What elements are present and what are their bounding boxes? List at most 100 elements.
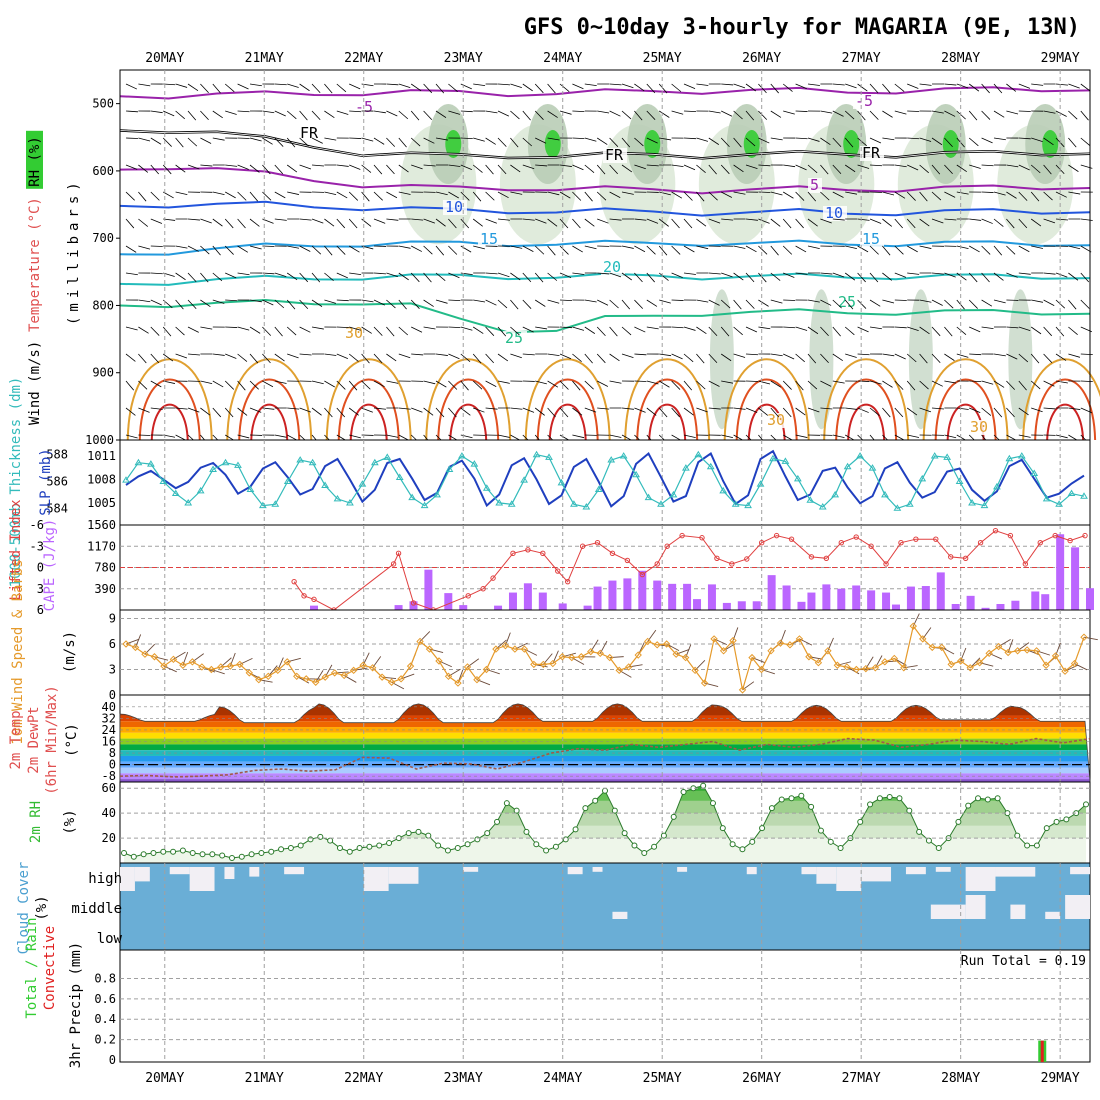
wind-barb <box>212 245 221 256</box>
wind-barb <box>485 110 498 114</box>
isotherm-40 <box>1046 403 1085 441</box>
wind-barb <box>187 407 200 413</box>
rh-point <box>562 836 569 843</box>
wind-barb <box>944 434 957 439</box>
wind-barb <box>919 137 932 142</box>
temp-tick: 16 <box>102 735 116 749</box>
wind-barb <box>497 353 509 362</box>
wind-barb <box>894 380 904 390</box>
wind-barb <box>361 326 372 334</box>
wind-barb <box>324 137 337 141</box>
wind10-marker <box>681 653 690 662</box>
wind-barb <box>1080 353 1093 356</box>
wind-barb <box>299 218 312 221</box>
temp-band <box>120 727 1090 733</box>
wind-barb <box>225 299 238 302</box>
wind-barb <box>175 299 184 310</box>
wind-barb <box>274 164 284 175</box>
isotherm-line <box>119 167 1091 195</box>
isotherm-line <box>119 200 1091 217</box>
wind-barb <box>237 191 247 201</box>
wind-barb <box>745 110 755 121</box>
wind10-tick: 0 <box>109 688 116 702</box>
wind10-marker <box>463 663 472 671</box>
wind-barb <box>733 83 746 89</box>
wind-barb <box>733 191 746 195</box>
cape-bar <box>966 595 975 610</box>
bottom-date-labels: 20MAY 21MAY 22MAY 23MAY 24MAY 25MAY 26MAY 27MAY… <box>145 1071 1080 1086</box>
wind-barb <box>1006 353 1018 360</box>
thickness-marker <box>769 454 777 462</box>
thickness-marker <box>955 477 964 484</box>
contour-label-bg <box>968 420 992 435</box>
wind10-marker <box>501 641 510 650</box>
rh-point <box>749 838 756 845</box>
wind-barb <box>386 110 398 117</box>
wind10-marker <box>293 672 301 681</box>
wind-barb <box>1055 272 1068 278</box>
wind-barb <box>845 191 858 195</box>
wind-barb <box>708 191 718 201</box>
rh-point <box>209 851 216 858</box>
rh-point <box>739 846 746 853</box>
wind-barb <box>981 110 991 120</box>
wind-barb <box>448 164 461 167</box>
wind-barb <box>324 353 337 356</box>
wind-barb <box>1068 110 1078 120</box>
wind-barb <box>968 137 979 147</box>
wind-barb <box>423 137 435 144</box>
wind-barb <box>423 299 434 307</box>
wind-barb <box>138 83 151 87</box>
wind-barb <box>311 299 323 307</box>
wind-barb <box>708 407 721 410</box>
wind-barb <box>634 110 643 121</box>
wind-barb <box>237 164 249 170</box>
precip-legend-conv-text: Convective <box>42 926 58 1010</box>
wind-barb <box>733 110 743 120</box>
high-cloud-gap <box>836 867 862 891</box>
wind-barb <box>832 299 842 309</box>
wind-barb <box>311 137 323 144</box>
wind-barb <box>882 245 891 256</box>
wind-barb <box>597 272 610 275</box>
wind-barb <box>857 299 867 309</box>
wind10-marker <box>349 666 358 675</box>
wind-barb <box>274 137 284 147</box>
wind-barb <box>125 218 135 229</box>
rh-ylabel: 2m RH <box>28 801 44 843</box>
wind-barb <box>349 164 361 170</box>
wind-barb <box>869 326 882 330</box>
contour-label-bg <box>823 206 847 221</box>
cloud-level-label: middle <box>71 901 122 917</box>
wind-barb <box>274 272 287 277</box>
wind-barb <box>708 272 721 275</box>
wind-barb <box>448 83 458 93</box>
temp-ylabel-text: 2m Temp <box>8 710 24 769</box>
wind10-marker <box>141 650 149 658</box>
wind-barb <box>224 407 234 418</box>
wind-barb <box>745 272 755 283</box>
rh-point <box>160 848 167 855</box>
wind-barb <box>969 218 982 221</box>
wind-barb <box>138 326 149 334</box>
wind10-marker <box>217 663 225 671</box>
wind-barb <box>274 353 285 362</box>
rh-unit-text: (%) <box>62 809 78 834</box>
isotherm-35 <box>735 378 798 441</box>
wind-barb <box>770 299 783 304</box>
wind10-marker <box>530 660 538 669</box>
wind-barb <box>869 164 883 167</box>
wind-barb <box>547 380 559 388</box>
wind-barb <box>1068 191 1081 195</box>
thickness-marker <box>831 490 840 498</box>
wind-barb <box>1006 191 1017 199</box>
wind-barb <box>212 272 223 282</box>
rh-point <box>935 845 942 852</box>
rh-point <box>572 826 579 833</box>
wind-barb <box>1068 299 1077 310</box>
wind-barb <box>671 164 684 168</box>
cloud-ylabel-text: Cloud Cover <box>16 862 32 955</box>
wind-barb <box>237 272 250 276</box>
wind-barb <box>225 272 237 279</box>
rh-point <box>307 836 314 843</box>
